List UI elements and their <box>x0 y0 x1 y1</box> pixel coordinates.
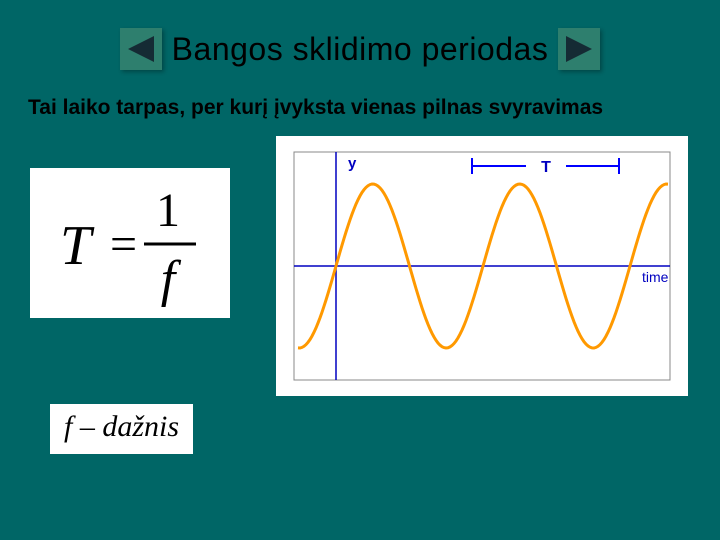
formula-box: T = 1 f <box>30 168 230 318</box>
formula-eq: = <box>110 218 137 271</box>
slide-subtitle: Tai laiko tarpas, per kurį įvyksta viena… <box>0 70 720 120</box>
formula-lhs: T <box>60 215 95 277</box>
next-arrow-button[interactable] <box>558 28 600 70</box>
x-axis-label: time <box>642 269 669 285</box>
wave-chart-svg: y time T <box>276 136 688 396</box>
formula-num: 1 <box>156 184 180 237</box>
legend-text: f – dažnis <box>64 410 179 443</box>
arrow-left-icon <box>124 34 158 64</box>
wave-chart: y time T <box>276 136 688 396</box>
content-area: T = 1 f f – dažnis y time T <box>0 120 720 500</box>
period-label: T <box>541 159 551 176</box>
title-row: Bangos sklidimo periodas <box>0 0 720 70</box>
formula-den: f <box>161 251 182 308</box>
y-axis-label: y <box>348 155 357 172</box>
formula-svg: T = 1 f <box>40 178 220 308</box>
legend-box: f – dažnis <box>50 404 193 454</box>
prev-arrow-button[interactable] <box>120 28 162 70</box>
slide-title: Bangos sklidimo periodas <box>166 31 555 68</box>
period-marker: T <box>472 158 619 176</box>
arrow-right-icon <box>562 34 596 64</box>
